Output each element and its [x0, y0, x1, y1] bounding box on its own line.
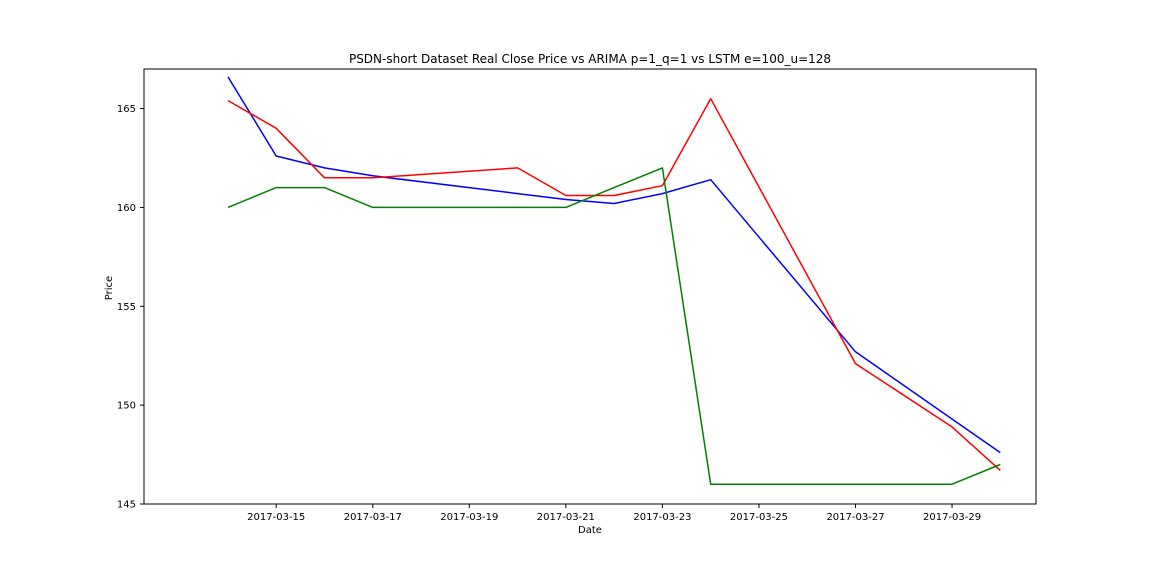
x-tick-label: 2017-03-17: [344, 512, 402, 523]
y-axis-label: Price: [104, 276, 115, 300]
y-tick-label: 165: [117, 104, 136, 115]
x-tick-label: 2017-03-19: [440, 512, 498, 523]
plot-frame: [143, 68, 1037, 505]
chart-title: PSDN-short Dataset Real Close Price vs A…: [349, 52, 831, 66]
series-line-3: [227, 167, 1001, 485]
y-tick-label: 145: [117, 500, 136, 511]
x-tick-label: 2017-03-27: [826, 512, 884, 523]
series-layer: [227, 76, 1001, 485]
x-tick-label: 2017-03-23: [633, 512, 691, 523]
y-axis: 145 150 155 160 165: [117, 104, 144, 511]
y-tick-label: 150: [117, 401, 136, 412]
x-tick-label: 2017-03-25: [730, 512, 788, 523]
x-axis: 2017-03-15 2017-03-17 2017-03-19 2017-03-21…: [247, 504, 981, 523]
x-tick-label: 2017-03-21: [537, 512, 595, 523]
y-tick-label: 155: [117, 302, 136, 313]
series-line-1: [227, 76, 1001, 454]
y-tick-label: 160: [117, 203, 136, 214]
series-line-2: [227, 97, 1001, 471]
x-tick-label: 2017-03-15: [247, 512, 305, 523]
x-axis-label: Date: [578, 525, 602, 536]
x-tick-label: 2017-03-29: [923, 512, 981, 523]
